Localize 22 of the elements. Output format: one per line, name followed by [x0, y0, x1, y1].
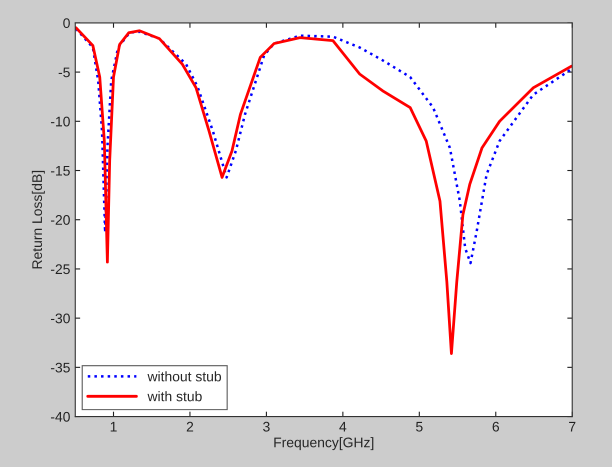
x-tick-label: 4	[339, 422, 346, 432]
y-tick-label: -15	[50, 166, 70, 176]
x-tick-label: 1	[110, 422, 117, 432]
legend-label: without stub	[147, 371, 222, 382]
y-axis-title: Return Loss[dB]	[32, 170, 45, 268]
y-tick-label: -30	[50, 313, 70, 324]
line-series	[75, 26, 572, 355]
line-series	[75, 28, 572, 264]
x-tick-label: 2	[186, 422, 194, 432]
y-tick-label: -20	[50, 215, 70, 225]
legend-label: with stub	[147, 391, 202, 402]
x-tick-label: 3	[263, 422, 270, 432]
x-tick-label: 5	[416, 422, 423, 432]
y-tick-label: -40	[50, 412, 70, 422]
x-tick-label: 7	[569, 422, 576, 432]
y-tick-label: -10	[50, 116, 70, 126]
x-tick-label: 6	[492, 422, 500, 432]
y-tick-label: -25	[50, 264, 70, 274]
y-tick-label: -35	[50, 362, 70, 373]
y-tick-label: 0	[63, 18, 70, 28]
x-axis-title: Frequency[GHz]	[274, 437, 374, 450]
y-tick-label: -5	[58, 68, 70, 78]
